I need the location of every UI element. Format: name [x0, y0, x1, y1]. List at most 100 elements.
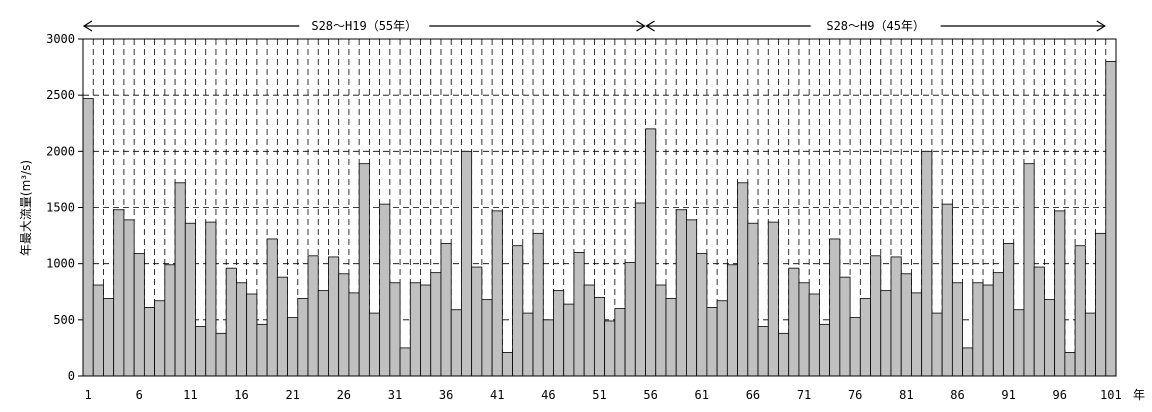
x-tick-label: 36	[439, 388, 453, 402]
bar	[716, 300, 728, 377]
period-annotations: S28～H19（55年） S28～H9（45年）	[82, 17, 1106, 35]
bar	[205, 221, 217, 377]
x-tick-label: 96	[1053, 388, 1067, 402]
y-tick-label: 2500	[46, 88, 75, 102]
bar	[675, 209, 687, 377]
bar	[461, 150, 473, 377]
bar	[276, 276, 288, 377]
bar	[767, 221, 779, 377]
bar	[962, 347, 974, 377]
bar	[931, 312, 943, 377]
bar	[645, 128, 657, 377]
x-tick-label: 71	[797, 388, 811, 402]
bar	[655, 284, 667, 377]
x-tick-label: 46	[541, 388, 555, 402]
bar	[726, 264, 738, 377]
bar	[522, 312, 534, 377]
bar	[328, 256, 340, 377]
x-tick-label: 61	[695, 388, 709, 402]
bar	[1105, 61, 1117, 377]
bar	[634, 202, 646, 377]
bar	[614, 308, 626, 377]
period-arrow: S28～H19（55年）	[82, 17, 646, 35]
y-tick-label: 0	[68, 369, 75, 383]
bar	[1013, 309, 1025, 377]
bar	[1033, 266, 1045, 377]
bar	[911, 292, 923, 377]
bar	[133, 253, 145, 377]
bar	[921, 150, 933, 377]
bar	[880, 290, 892, 377]
x-axis-unit: 年	[1133, 388, 1145, 402]
y-tick-label: 1500	[46, 201, 75, 215]
bar	[900, 273, 912, 377]
period-label-bg	[810, 17, 941, 35]
bar	[553, 290, 565, 377]
bar	[379, 203, 391, 377]
bar	[696, 253, 708, 377]
bar	[287, 317, 299, 377]
bar	[440, 243, 452, 377]
bar	[624, 262, 636, 377]
x-tick-label: 1	[84, 388, 91, 402]
x-tick-label: 76	[848, 388, 862, 402]
bar	[1044, 299, 1056, 377]
period-arrow-head-right	[1096, 20, 1106, 32]
x-tick-label: 31	[388, 388, 402, 402]
x-tick-label: 86	[950, 388, 964, 402]
bar	[256, 323, 268, 377]
period-arrow-head-right	[636, 20, 646, 32]
x-tick-labels: 1 6 11 16 21 26 31 36 41 46 51 56 61 66 71 76 81 86 91 96 10…	[84, 388, 1121, 402]
axes	[78, 38, 1117, 377]
period-label: S28～H9（45年）	[826, 19, 925, 33]
bar	[1023, 163, 1035, 377]
bar	[92, 284, 104, 377]
bar	[103, 298, 115, 377]
bar	[839, 276, 851, 377]
x-tick-label: 41	[490, 388, 504, 402]
bar	[123, 219, 135, 377]
bar	[491, 210, 503, 377]
bar	[583, 284, 595, 377]
bar	[389, 282, 401, 377]
bar	[542, 319, 554, 377]
period-arrow-head-left	[82, 20, 93, 32]
bar	[184, 222, 196, 377]
bar	[174, 182, 186, 377]
bar	[481, 299, 493, 377]
bar	[1054, 210, 1066, 377]
bar	[798, 282, 810, 377]
x-tick-label: 91	[1001, 388, 1015, 402]
y-tick-label: 2000	[46, 144, 75, 158]
bar	[113, 209, 125, 377]
y-tick-label: 1000	[46, 257, 75, 271]
bar	[951, 282, 963, 377]
bar	[450, 309, 462, 377]
bar	[890, 256, 902, 377]
period-arrow: S28～H9（45年）	[645, 17, 1106, 35]
bar	[818, 323, 831, 377]
bar	[512, 245, 524, 377]
bar	[82, 98, 94, 377]
bar	[788, 267, 800, 377]
bar	[266, 238, 278, 377]
x-tick-label: 66	[746, 388, 760, 402]
bar	[297, 298, 309, 377]
x-tick-label: 101	[1100, 388, 1122, 402]
bar	[471, 266, 483, 377]
bar	[399, 347, 411, 377]
y-tick-label: 3000	[46, 32, 75, 46]
bar	[737, 182, 749, 377]
bar	[409, 282, 421, 377]
bar	[941, 203, 953, 377]
bar	[972, 282, 984, 377]
bar	[1074, 245, 1086, 377]
bar	[808, 293, 820, 377]
x-tick-label: 11	[183, 388, 197, 402]
bar	[747, 222, 759, 377]
bar	[757, 326, 769, 377]
period-arrow-head-left	[645, 20, 655, 32]
bar	[982, 284, 994, 377]
bar	[849, 317, 861, 377]
x-tick-label: 21	[285, 388, 299, 402]
